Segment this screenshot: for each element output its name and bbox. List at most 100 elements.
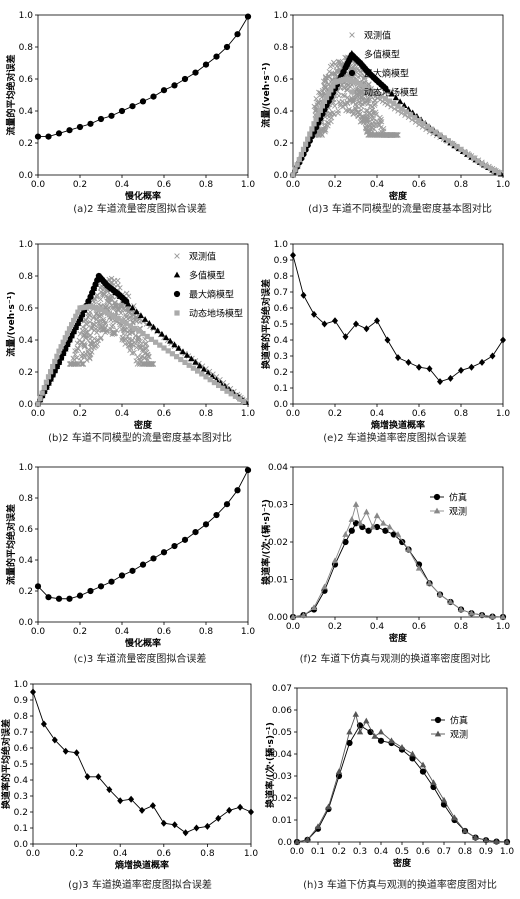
y-tick-label: 0.6	[274, 75, 289, 85]
data-point	[199, 371, 205, 377]
data-point	[150, 323, 157, 330]
data-point	[244, 13, 252, 20]
data-point	[186, 362, 192, 368]
y-tick-label: 0.9	[274, 256, 289, 266]
data-point	[241, 398, 247, 405]
x-tick-label: 0.2	[73, 409, 87, 419]
series-1	[289, 501, 507, 620]
y-tick-label: 0.2	[19, 139, 33, 149]
observation-point	[67, 361, 74, 367]
observation-point	[102, 329, 109, 336]
data-point	[45, 594, 52, 601]
observation-point	[88, 340, 94, 347]
y-tick-label: 0.4	[19, 556, 34, 566]
data-point	[215, 814, 222, 822]
observation-point	[83, 326, 89, 332]
data-point	[160, 549, 168, 556]
data-point	[182, 359, 188, 365]
observation-point	[316, 89, 322, 96]
panel-caption: (b)2 车道不同模型的流量密度基本图对比	[48, 431, 232, 444]
data-point	[150, 555, 157, 562]
observation-point	[120, 331, 127, 337]
data-point	[294, 162, 300, 168]
data-point	[458, 366, 464, 374]
data-point	[335, 768, 343, 774]
data-point	[202, 61, 210, 68]
observation-point	[315, 100, 321, 106]
data-point	[97, 115, 105, 123]
data-point	[374, 317, 380, 325]
data-point	[213, 53, 220, 60]
observation-point	[124, 290, 130, 297]
y-tick-label: 0.8	[19, 272, 34, 282]
data-point	[140, 331, 146, 337]
data-point	[56, 348, 62, 354]
y-axis-label: 流量的平均绝对误差	[5, 54, 17, 135]
data-point	[290, 251, 296, 259]
data-point	[346, 739, 353, 747]
data-point	[436, 591, 444, 597]
data-point	[331, 557, 339, 564]
data-point	[382, 95, 388, 102]
data-point	[315, 112, 321, 118]
data-point	[419, 761, 427, 768]
data-point	[437, 378, 443, 386]
panel-caption: (g)3 车道换道率密度图拟合误差	[68, 878, 212, 891]
x-axis-label: 慢化概率	[125, 637, 161, 649]
observation-point	[97, 321, 103, 328]
legend-label: 多值模型	[364, 49, 400, 61]
series-line	[296, 724, 508, 843]
data-point	[150, 93, 157, 100]
data-point	[162, 334, 170, 341]
data-point	[479, 161, 485, 167]
data-point	[237, 396, 243, 402]
data-point	[129, 567, 136, 574]
data-point	[193, 824, 200, 832]
observation-point	[359, 96, 366, 103]
data-point	[224, 388, 230, 394]
data-point	[129, 103, 136, 110]
x-tick-label: 0.2	[332, 847, 346, 857]
y-tick-label: 1.0	[19, 463, 34, 473]
observation-point	[100, 316, 107, 323]
observation-point	[85, 349, 91, 355]
observation-point	[350, 111, 356, 117]
observation-point	[340, 84, 347, 91]
observation-point	[134, 361, 141, 367]
observation-point	[72, 351, 78, 358]
data-point	[76, 123, 84, 131]
data-point	[174, 354, 180, 360]
observation-point	[327, 110, 334, 117]
data-point	[346, 728, 353, 735]
y-tick-label: 0.8	[274, 43, 289, 53]
data-point	[54, 353, 60, 359]
legend-label: 多值模型	[189, 270, 225, 282]
y-tick-label: 0.2	[274, 368, 288, 378]
x-axis-label: 慢化概率	[125, 190, 161, 202]
plot-frame	[37, 14, 249, 176]
y-tick-label: 0.04	[268, 463, 288, 473]
observation-point	[367, 118, 373, 124]
data-point	[45, 133, 52, 140]
y-tick-label: 0.6	[19, 525, 34, 535]
observation-point	[123, 336, 129, 342]
y-tick-label: 0.5	[14, 760, 28, 770]
data-point	[62, 335, 68, 341]
data-point	[324, 94, 330, 101]
x-tick-label: 1.0	[500, 847, 515, 857]
y-tick-label: 0.07	[272, 684, 292, 694]
observation-point	[92, 326, 99, 332]
data-point	[399, 538, 406, 546]
y-tick-label: 0.1	[274, 384, 288, 394]
data-point	[369, 523, 376, 530]
observation-point	[141, 361, 148, 367]
chart-panel-e: 0.0 0.2 0.4 0.6 0.8 1.0 0.0 0.1 0.2 0.3 0.4 0.5 0.6 0…	[260, 240, 510, 444]
x-axis-label: 熵增换道概率	[370, 419, 425, 431]
legend-marker	[433, 493, 441, 501]
observation-point	[79, 350, 86, 357]
observation-point	[322, 77, 329, 83]
data-point	[310, 604, 318, 611]
data-point	[98, 307, 104, 313]
panel-caption: (c)3 车道流量密度图拟合误差	[74, 652, 207, 665]
